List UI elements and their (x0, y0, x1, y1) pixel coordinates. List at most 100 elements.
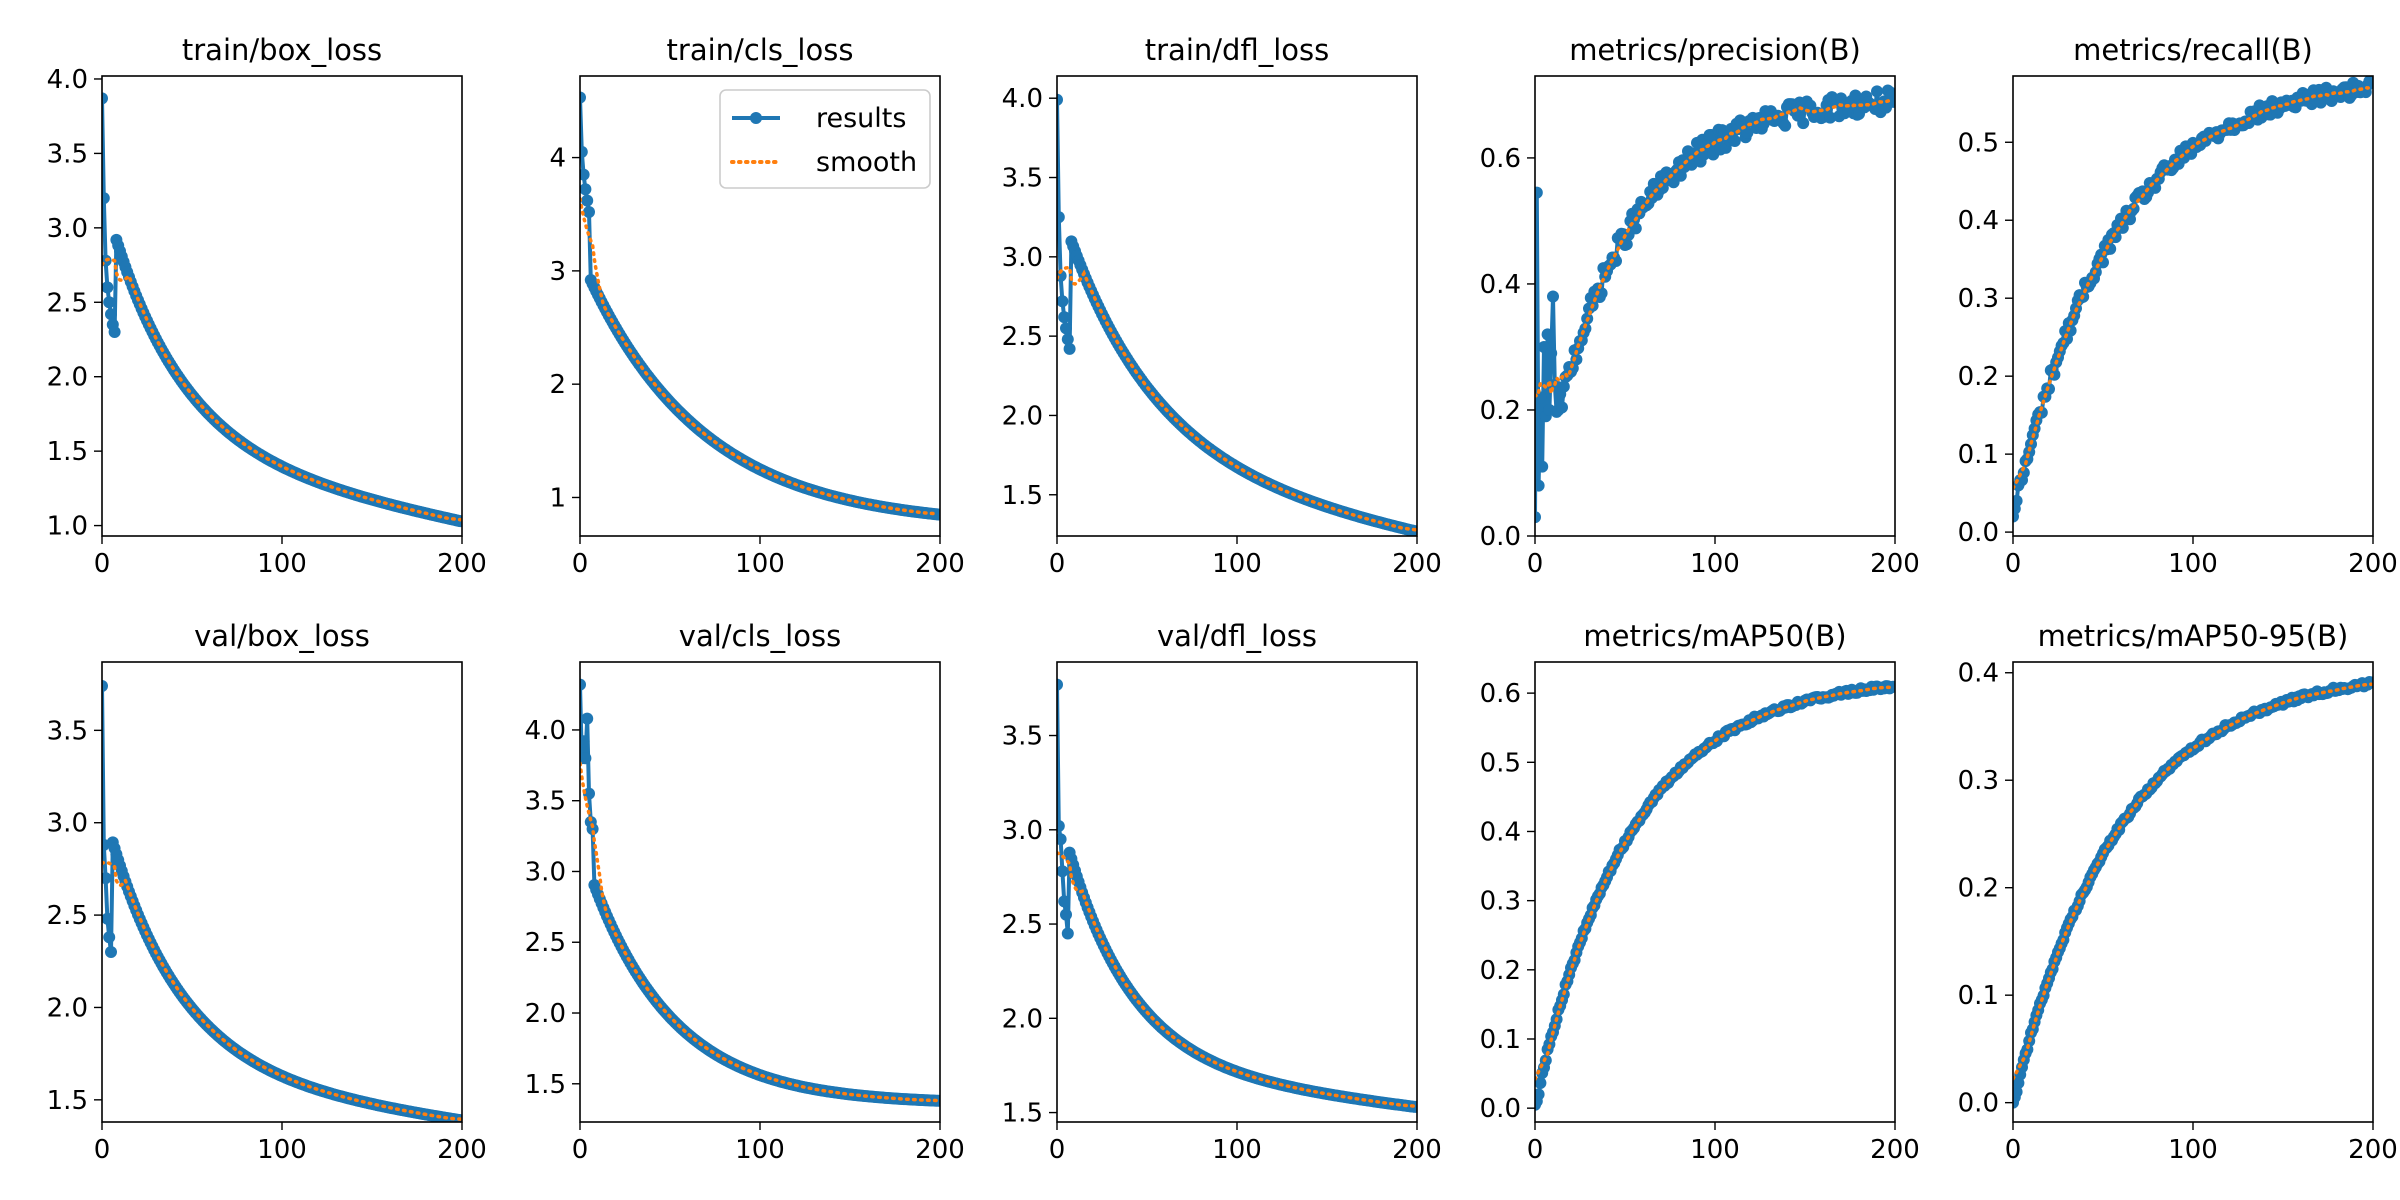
plot-area (2013, 76, 2373, 523)
results-point (1535, 1088, 1545, 1101)
axes-frame (2012, 661, 2374, 1123)
results-point (1871, 85, 1883, 98)
y-tick-label: 2 (549, 370, 566, 400)
y-tick-label: 1.5 (47, 437, 88, 467)
results-point (1061, 927, 1074, 940)
y-tick-label: 2.0 (47, 363, 88, 393)
subplot-val-box-loss: val/box_loss 0 100 200 1.5 2.0 2.5 3.0 3.5 (47, 619, 487, 1165)
y-tick-label: 0.1 (1958, 440, 1999, 470)
results-point (108, 326, 121, 339)
y-tick-label: 3.5 (1002, 722, 1043, 752)
results-point (1057, 93, 1063, 106)
y-tick-label: 0.0 (1958, 1089, 1999, 1119)
results-point (1741, 126, 1754, 139)
results-point (1541, 328, 1554, 341)
results-point (1728, 135, 1741, 148)
smooth-line (1535, 98, 1895, 400)
results-point (586, 823, 599, 836)
plot-area (102, 92, 462, 528)
y-tick-label: 0.4 (1958, 659, 1999, 689)
x-tick-label: 200 (915, 1135, 965, 1165)
y-tick-label: 2.5 (1002, 910, 1043, 940)
results-line (102, 98, 461, 524)
y-tick-label: 3.0 (47, 809, 88, 839)
smooth-line (102, 860, 462, 1121)
y-tick-label: 0.3 (1958, 284, 1999, 314)
results-point (581, 194, 594, 207)
y-tick-label: 0.0 (1958, 518, 1999, 548)
legend-smooth-label: smooth (816, 147, 917, 178)
results-point (102, 680, 108, 693)
plot-area (1535, 680, 1895, 1111)
subplot-title: train/dfl_loss (1145, 33, 1329, 67)
subplot-metrics-map50-95-b-: metrics/mAP50-95(B) 0 100 200 0.0 0.1 0.2 0.3 0.… (1958, 619, 2398, 1165)
results-point (1779, 119, 1792, 132)
y-tick-label: 0.1 (1958, 981, 1999, 1011)
results-point (583, 205, 595, 218)
results-point (1057, 820, 1065, 833)
subplot-title: train/box_loss (182, 33, 382, 67)
y-tick-label: 2.5 (525, 928, 566, 958)
subplot-train-dfl-loss: train/dfl_loss 0 100 200 1.5 2.0 2.5 3.0 3.5 4.0 (1002, 33, 1442, 579)
x-tick-label: 0 (1527, 549, 1544, 579)
y-tick-label: 4.0 (525, 716, 566, 746)
y-tick-label: 0.3 (1958, 766, 1999, 796)
results-point (1556, 401, 1568, 414)
x-tick-label: 0 (1049, 549, 1066, 579)
y-tick-label: 1.5 (1002, 1099, 1043, 1129)
results-point (1535, 186, 1543, 199)
subplot-title: metrics/recall(B) (2073, 33, 2313, 67)
subplot-metrics-recall-b-: metrics/recall(B) 0 100 200 0.0 0.1 0.2 0.3 0.4 0… (1958, 33, 2398, 579)
x-tick-label: 0 (1527, 1135, 1544, 1165)
results-point (105, 946, 117, 959)
y-tick-label: 1.5 (1002, 481, 1043, 511)
results-line (580, 684, 939, 1103)
x-tick-label: 100 (1212, 1135, 1262, 1165)
y-tick-label: 1.5 (525, 1070, 566, 1100)
axes-frame (579, 661, 941, 1123)
results-point (2365, 76, 2373, 88)
smooth-line (1057, 265, 1417, 532)
results-point (580, 678, 586, 691)
axes-frame (1056, 661, 1418, 1123)
y-tick-label: 0.6 (1480, 679, 1521, 709)
results-point (102, 192, 110, 205)
y-tick-label: 2.0 (47, 993, 88, 1023)
legend-results-marker (750, 112, 762, 124)
smooth-line (580, 761, 940, 1103)
results-line (1057, 684, 1416, 1109)
results-point (1057, 678, 1063, 691)
y-tick-label: 0.5 (1958, 128, 1999, 158)
results-point (1058, 311, 1071, 324)
x-tick-label: 100 (735, 1135, 785, 1165)
y-tick-label: 0.0 (1480, 522, 1521, 552)
x-tick-label: 0 (1049, 1135, 1066, 1165)
y-tick-label: 0.0 (1480, 1094, 1521, 1124)
legend-results-label: results (816, 103, 906, 134)
y-tick-label: 0.2 (1958, 362, 1999, 392)
results-point (102, 872, 112, 885)
plot-area (102, 680, 462, 1122)
y-tick-label: 2.0 (1002, 401, 1043, 431)
y-tick-label: 2.5 (1002, 322, 1043, 352)
results-point (102, 92, 108, 105)
y-tick-label: 3.0 (47, 214, 88, 244)
results-point (1060, 322, 1072, 335)
results-point (1535, 1076, 1547, 1089)
x-tick-label: 0 (94, 1135, 111, 1165)
results-point (1545, 347, 1558, 360)
legend: results smooth (719, 89, 931, 189)
smooth-line (2013, 682, 2373, 1081)
x-tick-label: 0 (94, 549, 111, 579)
y-tick-label: 4.0 (47, 65, 88, 95)
x-tick-label: 200 (1870, 549, 1920, 579)
subplot-title: train/cls_loss (667, 33, 854, 67)
subplot-title: val/box_loss (194, 619, 370, 653)
y-tick-label: 0.4 (1480, 817, 1521, 847)
results-point (580, 183, 592, 196)
y-tick-label: 2.5 (47, 288, 88, 318)
results-point (1057, 211, 1065, 224)
results-point (1610, 254, 1622, 267)
y-tick-label: 1.0 (47, 512, 88, 542)
